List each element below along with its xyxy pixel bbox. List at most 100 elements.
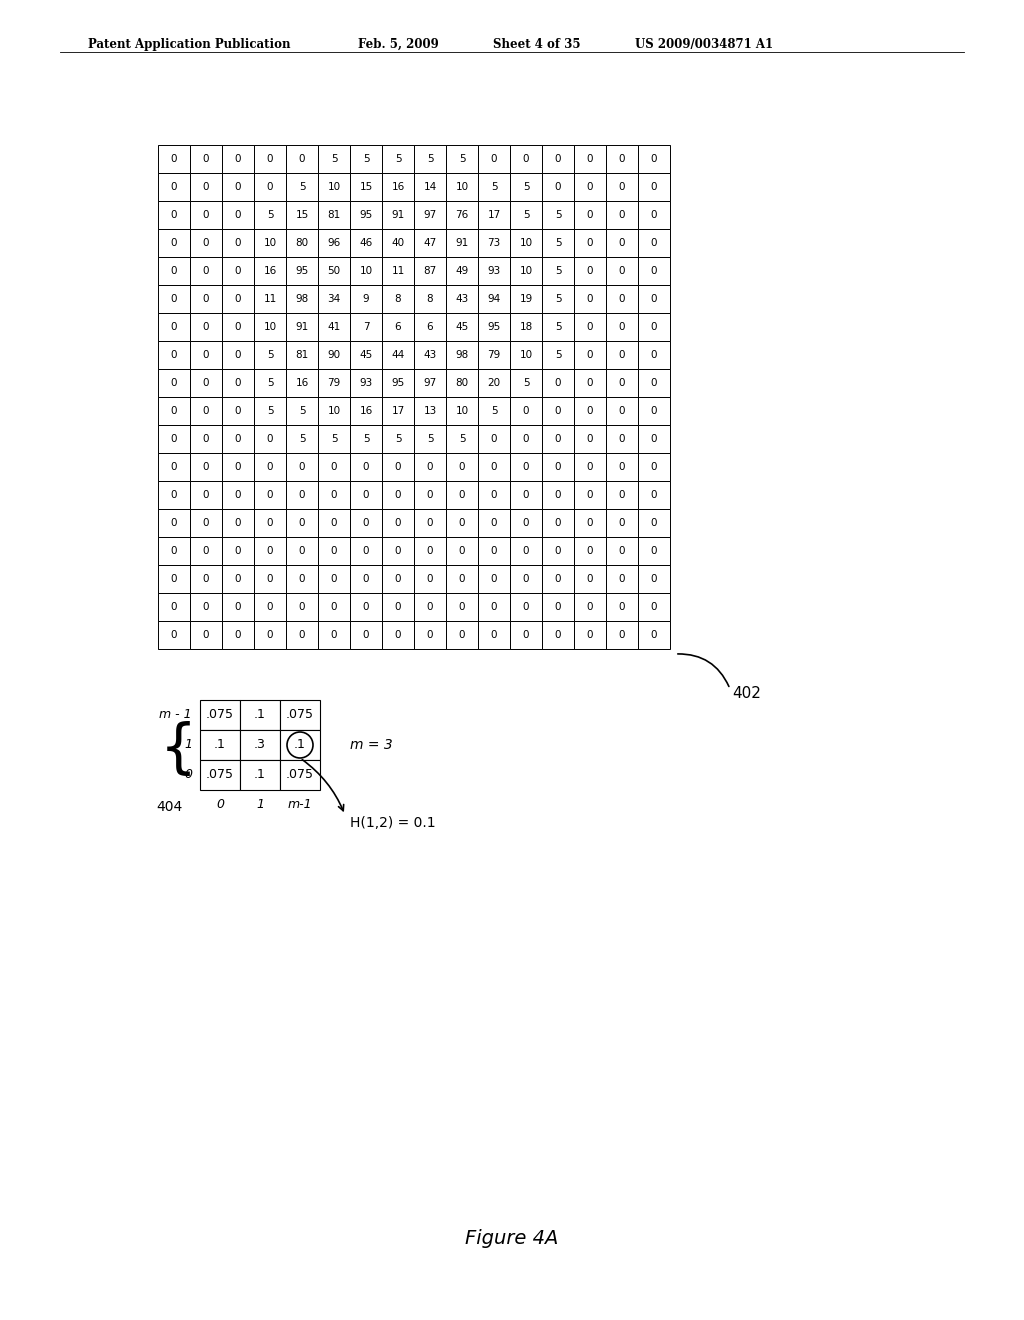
Text: 0: 0 <box>490 517 498 528</box>
Text: 0: 0 <box>650 630 657 640</box>
Text: 0: 0 <box>266 182 273 191</box>
Bar <box>222 565 254 593</box>
Bar <box>318 510 350 537</box>
Text: 97: 97 <box>423 378 436 388</box>
Text: 0: 0 <box>362 517 370 528</box>
Text: 0: 0 <box>394 546 401 556</box>
Bar <box>638 285 670 313</box>
Bar <box>606 145 638 173</box>
Text: 43: 43 <box>423 350 436 360</box>
Bar <box>414 537 446 565</box>
Text: 0: 0 <box>171 490 177 500</box>
Bar <box>510 173 542 201</box>
Bar <box>638 370 670 397</box>
Bar <box>606 228 638 257</box>
Bar <box>254 341 286 370</box>
Text: Figure 4A: Figure 4A <box>465 1229 559 1247</box>
Bar <box>318 453 350 480</box>
Text: 0: 0 <box>362 546 370 556</box>
Text: 0: 0 <box>203 462 209 473</box>
Text: 10: 10 <box>328 407 341 416</box>
Bar <box>542 201 574 228</box>
Text: 0: 0 <box>362 602 370 612</box>
Text: 73: 73 <box>487 238 501 248</box>
Text: 13: 13 <box>423 407 436 416</box>
Text: 0: 0 <box>587 434 593 444</box>
Bar <box>510 425 542 453</box>
Bar <box>606 480 638 510</box>
Text: 0: 0 <box>203 182 209 191</box>
Bar <box>254 537 286 565</box>
Bar <box>254 228 286 257</box>
Bar <box>318 397 350 425</box>
Bar <box>510 201 542 228</box>
Text: 0: 0 <box>362 490 370 500</box>
Text: 5: 5 <box>555 210 561 220</box>
Bar <box>510 565 542 593</box>
Bar <box>158 341 190 370</box>
Text: 0: 0 <box>459 490 465 500</box>
Text: 0: 0 <box>555 574 561 583</box>
Text: 0: 0 <box>522 434 529 444</box>
Bar <box>240 700 280 730</box>
Text: 5: 5 <box>490 182 498 191</box>
Text: 0: 0 <box>618 294 626 304</box>
Text: 0: 0 <box>171 238 177 248</box>
Bar <box>318 173 350 201</box>
Bar <box>254 565 286 593</box>
Bar <box>350 453 382 480</box>
Text: 0: 0 <box>650 434 657 444</box>
Bar <box>446 257 478 285</box>
Bar <box>190 593 222 620</box>
Text: 16: 16 <box>391 182 404 191</box>
Text: 0: 0 <box>234 350 242 360</box>
Bar <box>414 397 446 425</box>
Text: 0: 0 <box>490 574 498 583</box>
Text: 10: 10 <box>456 407 469 416</box>
Bar <box>414 313 446 341</box>
Bar <box>318 201 350 228</box>
Bar <box>478 370 510 397</box>
Bar <box>510 285 542 313</box>
Bar <box>542 313 574 341</box>
Text: 0: 0 <box>522 546 529 556</box>
Text: 0: 0 <box>203 350 209 360</box>
Bar <box>446 313 478 341</box>
Text: 95: 95 <box>295 267 308 276</box>
Bar <box>574 285 606 313</box>
Bar <box>638 173 670 201</box>
Bar <box>510 370 542 397</box>
Text: 0: 0 <box>299 462 305 473</box>
Bar <box>350 620 382 649</box>
Bar <box>510 453 542 480</box>
Text: 0: 0 <box>234 294 242 304</box>
Text: 0: 0 <box>203 210 209 220</box>
Bar <box>414 285 446 313</box>
Bar <box>446 537 478 565</box>
Text: 0: 0 <box>234 462 242 473</box>
Text: 0: 0 <box>650 154 657 164</box>
Text: 0: 0 <box>427 546 433 556</box>
Text: 0: 0 <box>555 490 561 500</box>
Text: 0: 0 <box>587 182 593 191</box>
Text: 5: 5 <box>331 154 337 164</box>
Text: 5: 5 <box>555 294 561 304</box>
Bar <box>574 313 606 341</box>
Bar <box>510 620 542 649</box>
Text: .075: .075 <box>286 768 314 781</box>
Text: m - 1: m - 1 <box>160 709 193 722</box>
Bar <box>286 285 318 313</box>
Bar <box>446 397 478 425</box>
Text: .1: .1 <box>254 709 266 722</box>
Text: 0: 0 <box>587 407 593 416</box>
Text: 0: 0 <box>490 602 498 612</box>
Text: .1: .1 <box>294 738 306 751</box>
Bar <box>542 397 574 425</box>
Text: 91: 91 <box>295 322 308 333</box>
Bar <box>574 537 606 565</box>
Bar <box>158 593 190 620</box>
Bar <box>240 730 280 760</box>
Bar <box>318 425 350 453</box>
Text: 0: 0 <box>171 182 177 191</box>
Text: 0: 0 <box>522 490 529 500</box>
